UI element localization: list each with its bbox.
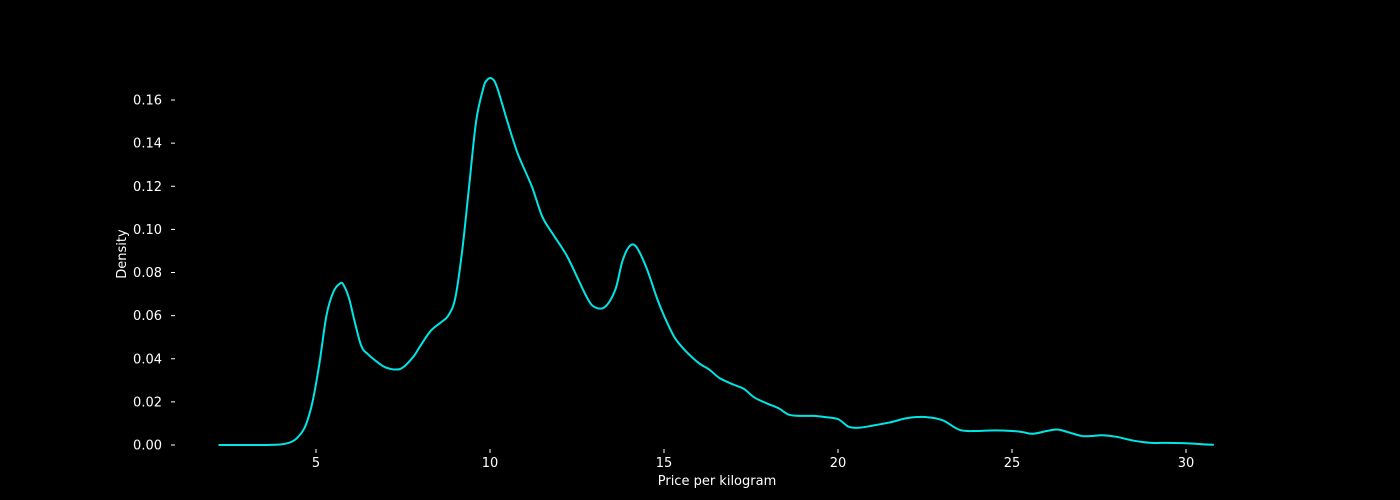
y-tick-label: 0.04 [133,352,162,367]
y-tick-label: 0.10 [133,223,162,238]
x-tick-label: 15 [656,456,673,471]
x-tick-label: 10 [482,456,499,471]
y-tick-label: 0.08 [133,266,162,281]
x-tick-label: 20 [830,456,847,471]
x-axis: 5 10 15 20 25 30 [312,449,1194,471]
y-tick-label: 0.02 [133,395,162,410]
x-axis-label: Price per kilogram [658,474,777,489]
y-axis-label: Density [115,229,130,279]
y-tick-label: 0.06 [133,309,162,324]
x-tick-label: 5 [312,456,320,471]
x-tick-label: 25 [1004,456,1021,471]
x-tick-label: 30 [1178,456,1195,471]
density-curve [218,77,1214,447]
y-tick-label: 0.16 [133,94,162,109]
y-tick-label: 0.12 [133,180,162,195]
y-axis: 0.00 0.02 0.04 0.06 0.08 0.10 0.12 0.14 0.16 [133,94,175,454]
y-tick-label: 0.14 [133,137,162,152]
y-tick-label: 0.00 [133,439,162,454]
